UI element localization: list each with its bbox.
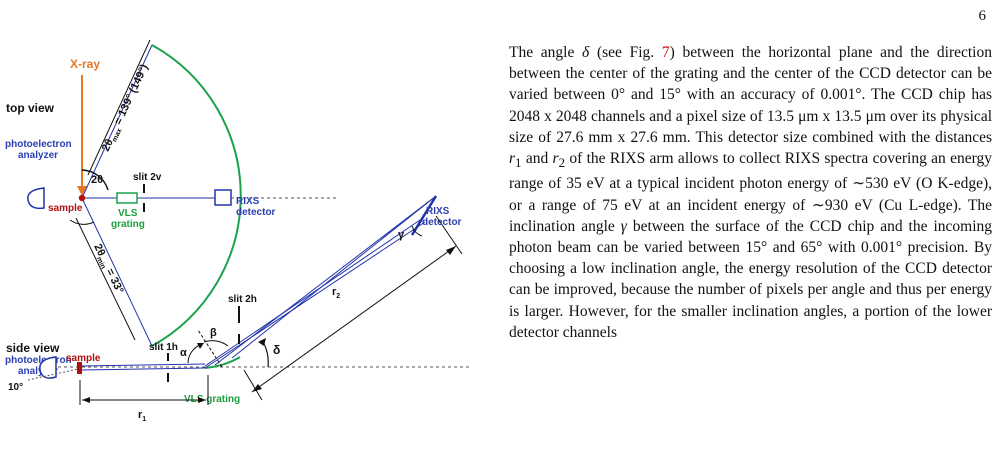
top-grating-icon [116, 192, 138, 204]
top-detector-label-2: detector [236, 207, 276, 218]
angle-min-label: 2θmin = 33° [90, 242, 126, 296]
side-incident-beam-lower [81, 367, 206, 371]
delta-arrowhead [258, 338, 266, 346]
side-diffracted-beam-2 [204, 221, 426, 369]
top-grating-label-2: grating [111, 219, 145, 230]
grating-normal [197, 329, 223, 368]
side-analyzer-icon [39, 356, 57, 379]
top-grating-label-1: VLS [118, 208, 138, 219]
top-detector-label-1: RIXS [236, 196, 260, 207]
side-detector-label-1: RIXS [426, 206, 450, 217]
side-detector-icon [410, 195, 438, 236]
two-theta-min-arc [69, 219, 95, 225]
xray-label: X-ray [70, 57, 100, 71]
side-diffracted-beam-3 [214, 195, 437, 366]
top-analyzer-icon [27, 187, 45, 210]
top-sample-icon [78, 194, 86, 202]
two-theta-label: 2θ [91, 174, 103, 186]
gamma-arc [411, 225, 423, 237]
r1-label: r1 [138, 409, 146, 423]
setup-diagram: top view X-ray 2θmax = 139° (149°) 2θmin… [5, 40, 470, 423]
min-angle-dimension [75, 217, 136, 341]
side-diffracted-beam-4 [231, 195, 437, 359]
gamma-label: γ [398, 229, 405, 241]
r2-tick-top [435, 215, 463, 255]
side-diffracted-beam-1 [204, 219, 421, 367]
angle-max-label: 2θmax = 139° (149°) [100, 62, 153, 154]
r1-arrow-left [82, 397, 90, 403]
slit-2v-label: slit 2v [133, 172, 162, 183]
figure-reference-link[interactable]: 7 [661, 44, 670, 61]
r2-tick-bottom [243, 369, 263, 401]
side-grating-icon [204, 356, 241, 369]
rixs-arc [151, 44, 242, 347]
r2-label: r2 [332, 286, 340, 300]
experimental-setup-figure: top view X-ray 2θmax = 139° (149°) 2θmin… [0, 40, 480, 470]
side-sample-label: sample [66, 353, 101, 364]
side-analyzer-label-1: photoelectron [5, 355, 72, 366]
r1-arrow-right [198, 397, 206, 403]
body-paragraph: The angle δ (see Fig. 7) between the hor… [509, 44, 993, 341]
top-analyzer-label-2: analyzer [18, 150, 58, 161]
top-sample-label: sample [48, 203, 83, 214]
side-angle-10-label: 10° [8, 382, 23, 393]
page-number: 6 [978, 8, 987, 24]
side-grating-label: VLS grating [184, 394, 240, 405]
beta-arc [203, 340, 229, 347]
r2-arrow-bottom [252, 384, 262, 392]
side-incident-beam-upper [81, 363, 206, 367]
top-detector-icon [214, 189, 232, 206]
side-view-title: side view [6, 341, 60, 355]
beta-label: β [210, 327, 217, 339]
r2-arrow-top [446, 246, 456, 255]
r2-dimension-line [251, 245, 457, 393]
max-angle-dimension [87, 40, 151, 176]
alpha-arrowhead [197, 343, 204, 349]
alpha-label: α [180, 347, 187, 359]
top-analyzer-label-1: photoelectron [5, 139, 72, 150]
side-analyzer-axis [27, 368, 79, 381]
delta-label: δ [273, 343, 280, 357]
xray-arrowhead [77, 186, 87, 196]
top-view-title: top view [6, 101, 55, 115]
side-detector-label-2: detector [422, 217, 462, 228]
slit-1h-label: slit 1h [149, 342, 178, 353]
slit-2h-label: slit 2h [228, 294, 257, 305]
alpha-arc [187, 344, 201, 364]
two-theta-arc [81, 169, 109, 191]
side-analyzer-label-2: analyzer [18, 366, 58, 377]
side-sample-icon [77, 362, 82, 374]
